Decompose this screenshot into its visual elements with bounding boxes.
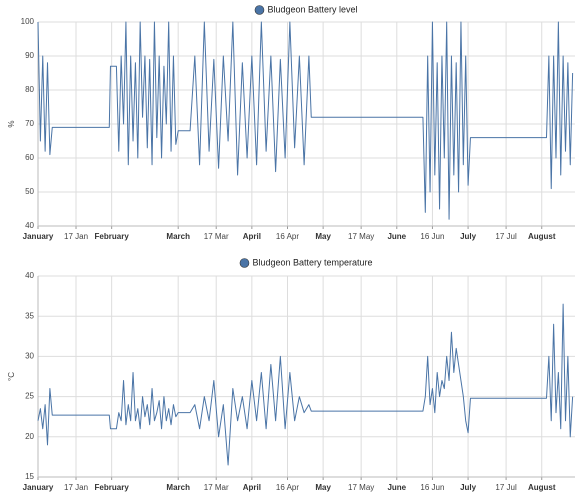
y-tick-label: 90 xyxy=(25,51,34,60)
x-tick-label: February xyxy=(95,232,130,241)
x-tick-label: 17 May xyxy=(348,232,374,241)
legend-label: Bludgeon Battery level xyxy=(267,4,357,14)
x-tick-label: 16 Jun xyxy=(420,232,444,241)
legend-label: Bludgeon Battery temperature xyxy=(252,257,372,267)
x-tick-label: August xyxy=(528,232,556,241)
x-tick-label: February xyxy=(95,483,130,492)
data-line xyxy=(37,21,574,220)
y-tick-label: 15 xyxy=(25,472,34,481)
y-axis-label: % xyxy=(7,120,16,127)
y-tick-label: 25 xyxy=(25,392,34,401)
x-tick-label: March xyxy=(166,232,190,241)
x-tick-label: 17 Jan xyxy=(64,483,88,492)
x-tick-label: May xyxy=(315,483,331,492)
x-tick-label: 17 Jan xyxy=(64,232,88,241)
y-tick-label: 80 xyxy=(25,85,34,94)
y-tick-label: 60 xyxy=(25,153,34,162)
x-tick-label: 16 Jun xyxy=(420,483,444,492)
x-tick-label: 16 Apr xyxy=(276,232,299,241)
x-tick-label: April xyxy=(243,232,261,241)
legend-marker xyxy=(254,5,265,15)
x-tick-label: May xyxy=(315,232,331,241)
data-line xyxy=(37,303,574,466)
x-tick-label: 17 Mar xyxy=(204,232,229,241)
y-tick-label: 40 xyxy=(25,221,34,230)
y-axis-label: °C xyxy=(7,372,16,381)
x-tick-label: 17 Jul xyxy=(495,232,517,241)
x-tick-label: July xyxy=(460,483,477,492)
x-tick-label: 17 Jul xyxy=(495,483,517,492)
x-tick-label: August xyxy=(528,483,556,492)
x-tick-label: March xyxy=(166,483,190,492)
x-tick-label: July xyxy=(460,232,477,241)
y-tick-label: 20 xyxy=(25,432,34,441)
legend-marker xyxy=(239,258,250,268)
y-tick-label: 35 xyxy=(25,311,34,320)
x-tick-label: 16 Apr xyxy=(276,483,299,492)
y-tick-label: 100 xyxy=(21,17,35,26)
x-tick-label: January xyxy=(23,232,54,241)
y-tick-label: 30 xyxy=(25,352,34,361)
x-tick-label: 17 May xyxy=(348,483,374,492)
x-tick-label: June xyxy=(387,483,406,492)
x-tick-label: June xyxy=(387,232,406,241)
x-tick-label: 17 Mar xyxy=(204,483,229,492)
y-tick-label: 50 xyxy=(25,187,34,196)
y-tick-label: 40 xyxy=(25,271,34,280)
x-tick-label: April xyxy=(243,483,261,492)
x-tick-label: January xyxy=(23,483,54,492)
y-tick-label: 70 xyxy=(25,119,34,128)
